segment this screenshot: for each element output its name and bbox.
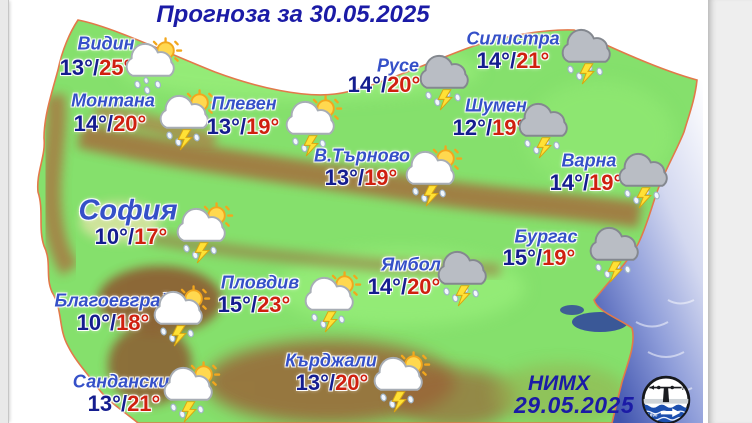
temperature-range: 10°/18° xyxy=(77,310,150,336)
temperature-range: 14°/21° xyxy=(477,48,550,74)
weather-icon xyxy=(585,221,647,283)
nimh-logo-text: 1890 xyxy=(647,413,658,418)
temperature-separator: / xyxy=(380,72,388,97)
low-temperature: 13° xyxy=(59,55,93,80)
low-temperature: 13° xyxy=(87,391,121,416)
temperature-range: 10°/17° xyxy=(95,224,168,250)
high-temperature: 21° xyxy=(516,48,550,73)
temperature-range: 12°/19° xyxy=(453,115,526,141)
city-name: Силистра xyxy=(466,28,560,49)
high-temperature: 21° xyxy=(127,391,161,416)
source-date: 29.05.2025 xyxy=(514,392,635,418)
low-temperature: 15° xyxy=(502,245,536,270)
low-temperature: 13° xyxy=(206,114,240,139)
low-temperature: 12° xyxy=(452,115,486,140)
temperature-range: 13°/25° xyxy=(60,55,133,81)
city-name: Благоевград xyxy=(54,290,172,311)
high-temperature: 23° xyxy=(257,292,291,317)
city-name: София xyxy=(78,194,178,227)
temperature-range: 13°/19° xyxy=(207,114,280,140)
high-temperature: 20° xyxy=(113,111,147,136)
temperature-separator: / xyxy=(250,292,258,317)
low-temperature: 10° xyxy=(76,310,110,335)
weather-icon xyxy=(557,23,619,85)
temperature-separator: / xyxy=(92,55,100,80)
temperature-separator: / xyxy=(357,165,365,190)
city-name: Шумен xyxy=(465,95,527,116)
temperature-range: 15°/23° xyxy=(218,292,291,318)
city-name: Кърджали xyxy=(285,350,377,371)
temperature-separator: / xyxy=(106,111,114,136)
weather-icon xyxy=(149,285,211,347)
logo-arrow xyxy=(660,408,681,418)
high-temperature: 19° xyxy=(364,165,398,190)
weather-icon xyxy=(614,147,676,209)
high-temperature: 20° xyxy=(387,72,421,97)
forecast-title: Прогноза за 30.05.2025 xyxy=(156,1,430,28)
weather-icon xyxy=(433,245,495,307)
low-temperature: 14° xyxy=(549,170,583,195)
black-sea xyxy=(594,80,703,423)
high-temperature: 18° xyxy=(116,310,150,335)
temperature-range: 14°/19° xyxy=(550,170,623,196)
temperature-range: 13°/21° xyxy=(88,391,161,417)
low-temperature: 13° xyxy=(324,165,358,190)
high-temperature: 19° xyxy=(246,114,280,139)
high-temperature: 20° xyxy=(335,370,369,395)
temperature-range: 14°/20° xyxy=(368,274,441,300)
temperature-separator: / xyxy=(485,115,493,140)
high-temperature: 19° xyxy=(589,170,623,195)
nimh-logo: 1890 N xyxy=(641,375,691,423)
weather-icon xyxy=(401,145,463,207)
city-name: Плевен xyxy=(211,93,277,114)
low-temperature: 14° xyxy=(367,274,401,299)
wind-vane-icon: N xyxy=(649,385,687,403)
city-name: Бургас xyxy=(514,226,578,247)
temperature-range: 15°/19° xyxy=(503,245,576,271)
weather-icon xyxy=(159,361,221,423)
temperature-range: 14°/20° xyxy=(348,72,421,98)
high-temperature: 20° xyxy=(407,274,441,299)
low-temperature: 15° xyxy=(217,292,251,317)
page-background-right xyxy=(708,0,752,423)
city-name: Варна xyxy=(561,150,617,171)
temperature-separator: / xyxy=(582,170,590,195)
low-temperature: 14° xyxy=(476,48,510,73)
temperature-separator: / xyxy=(120,391,128,416)
logo-compass-label: N xyxy=(682,385,687,392)
temperature-separator: / xyxy=(400,274,408,299)
temperature-range: 13°/20° xyxy=(296,370,369,396)
page-background-left xyxy=(0,0,9,423)
city-name: Ямбол xyxy=(381,254,441,275)
temperature-range: 14°/20° xyxy=(74,111,147,137)
city-name: Сандански xyxy=(72,371,170,392)
city-name: Видин xyxy=(77,33,135,54)
temperature-separator: / xyxy=(328,370,336,395)
low-temperature: 14° xyxy=(347,72,381,97)
city-name: Монтана xyxy=(71,90,155,111)
temperature-range: 13°/19° xyxy=(325,165,398,191)
source-attribution: НИМХ 29.05.2025 1890 N xyxy=(514,373,692,423)
high-temperature: 19° xyxy=(542,245,576,270)
city-name: В.Търново xyxy=(313,145,411,166)
high-temperature: 17° xyxy=(134,224,168,249)
temperature-separator: / xyxy=(109,310,117,335)
temperature-separator: / xyxy=(127,224,135,249)
temperature-separator: / xyxy=(535,245,543,270)
low-temperature: 10° xyxy=(94,224,128,249)
low-temperature: 13° xyxy=(295,370,329,395)
city-name: Пловдив xyxy=(220,272,300,293)
temperature-separator: / xyxy=(239,114,247,139)
temperature-separator: / xyxy=(509,48,517,73)
low-temperature: 14° xyxy=(73,111,107,136)
source-org: НИМХ xyxy=(528,372,590,395)
country-border xyxy=(36,19,698,423)
city-name: Русе xyxy=(376,55,420,76)
weather-icon xyxy=(369,351,431,413)
weather-icon xyxy=(172,202,234,264)
weather-icon xyxy=(300,271,362,333)
